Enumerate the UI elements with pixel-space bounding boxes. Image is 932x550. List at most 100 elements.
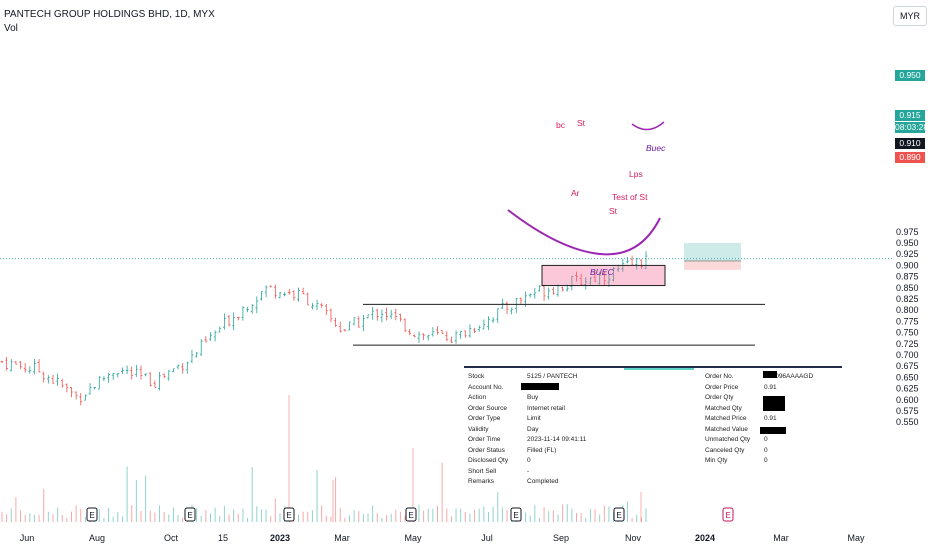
order-field-value: Limit bbox=[527, 415, 541, 422]
volume-bars bbox=[1, 395, 647, 522]
y-tick-label: 0.875 bbox=[896, 272, 919, 282]
earnings-marker bbox=[405, 507, 417, 522]
annotation-buec-small: Buec bbox=[646, 143, 666, 153]
candlesticks bbox=[0, 251, 648, 406]
y-tick-label: 0.600 bbox=[896, 395, 919, 405]
y-tick-label: 0.975 bbox=[896, 227, 919, 237]
order-field-value: Filled (FL) bbox=[527, 446, 557, 454]
future-earnings-marker-label: E bbox=[725, 511, 730, 520]
y-tick-label: 0.700 bbox=[896, 350, 919, 360]
x-tick-label: May bbox=[847, 533, 865, 543]
order-field-value: 0 bbox=[527, 457, 531, 464]
x-tick-label: 2023 bbox=[270, 533, 290, 543]
order-field-label: Order Time bbox=[468, 436, 501, 443]
order-field-label: Order Qty bbox=[705, 394, 734, 401]
earnings-marker-label: E bbox=[286, 511, 291, 520]
x-tick-label: May bbox=[404, 533, 422, 543]
drawings: bc St Ar Lps Test of St St Buec BUEC bbox=[0, 118, 893, 346]
target-zone bbox=[684, 243, 741, 261]
order-details-panel: Stock 5125 / PANTECH Account No. Action Buy O… bbox=[464, 366, 842, 492]
order-field-value: 0 bbox=[764, 457, 768, 464]
currency-button[interactable]: MYR bbox=[893, 6, 927, 26]
y-tick-label: 0.825 bbox=[896, 294, 919, 304]
y-tick-label: 0.800 bbox=[896, 305, 919, 315]
y-tick-label: 0.750 bbox=[896, 328, 919, 338]
order-field-label: Order No. bbox=[705, 373, 734, 380]
order-field-value: 0 bbox=[764, 446, 768, 454]
x-tick-label: 15 bbox=[218, 533, 228, 543]
order-field-label: Order Source bbox=[468, 404, 508, 412]
x-tick-label: Mar bbox=[773, 533, 789, 543]
chart-title: PANTECH GROUP HOLDINGS BHD, 1D, MYX bbox=[4, 9, 215, 20]
order-field-value: 0.91 bbox=[764, 383, 777, 391]
order-field-label: Account No. bbox=[468, 383, 504, 391]
order-field-label: Remarks bbox=[468, 478, 495, 485]
y-tick-label: 0.675 bbox=[896, 361, 919, 371]
x-tick-label: Sep bbox=[553, 533, 569, 543]
x-tick-label: Aug bbox=[89, 533, 105, 543]
earnings-marker bbox=[510, 507, 522, 522]
annotation-st-bottom: St bbox=[609, 206, 618, 216]
earnings-marker-label: E bbox=[89, 511, 94, 520]
y-tick-label: 0.850 bbox=[896, 283, 919, 293]
countdown-tag: 08:03:28 bbox=[895, 122, 929, 133]
annotation-buec-large: BUEC bbox=[590, 267, 614, 277]
order-field-label: Matched Value bbox=[705, 425, 748, 433]
redacted-block bbox=[760, 427, 786, 434]
future-earnings-marker bbox=[722, 507, 734, 522]
x-tick-label: Nov bbox=[625, 533, 642, 543]
volume-label: Vol bbox=[4, 23, 18, 34]
y-tick-label: 0.950 bbox=[896, 238, 919, 248]
panel-highlight bbox=[624, 368, 694, 370]
x-tick-label: Mar bbox=[334, 533, 350, 543]
buec-small-curve bbox=[631, 121, 665, 131]
order-field-label: Validity bbox=[468, 425, 489, 433]
y-tick-label: 0.625 bbox=[896, 384, 919, 394]
x-tick-label: Jul bbox=[481, 533, 493, 543]
order-field-label: Matched Qty bbox=[705, 404, 742, 412]
earnings-marker bbox=[613, 507, 625, 522]
order-field-label: Action bbox=[468, 394, 487, 401]
order-field-value: F49096AAAAGD bbox=[764, 373, 814, 380]
y-tick-label: 0.775 bbox=[896, 316, 919, 326]
annotation-st-top: St bbox=[577, 118, 586, 128]
y-tick-label: 0.725 bbox=[896, 339, 919, 349]
annotation-ar: Ar bbox=[571, 188, 580, 198]
y-tick-label: 0.550 bbox=[896, 417, 919, 427]
order-field-label: Unmatched Qty bbox=[705, 436, 751, 443]
order-field-label: Matched Price bbox=[705, 415, 747, 422]
earnings-marker-label: E bbox=[187, 511, 192, 520]
redacted-block bbox=[521, 383, 559, 390]
earnings-marker-label: E bbox=[616, 511, 621, 520]
redacted-block bbox=[763, 371, 777, 378]
order-field-label: Stock bbox=[468, 373, 485, 380]
order-field-value: 2023-11-14 09:41:11 bbox=[527, 436, 587, 443]
last-price-tag: 0.915 bbox=[895, 110, 925, 121]
order-field-value: Internet retail bbox=[527, 404, 565, 412]
order-field-label: Canceled Qty bbox=[705, 446, 745, 454]
order-field-value: 0.91 bbox=[764, 415, 777, 422]
stop-price-tag: 0.890 bbox=[895, 152, 925, 163]
y-tick-label: 0.925 bbox=[896, 249, 919, 259]
stop-zone bbox=[684, 260, 741, 270]
consolidation-box bbox=[541, 264, 666, 287]
order-field-value: 5125 / PANTECH bbox=[527, 373, 578, 380]
x-tick-label: 2024 bbox=[695, 533, 715, 543]
x-tick-label: Jun bbox=[20, 533, 35, 543]
order-field-label: Order Type bbox=[468, 415, 501, 422]
earnings-marker bbox=[184, 507, 196, 522]
earnings-marker bbox=[86, 507, 98, 522]
annotation-test-of-st: Test of St bbox=[612, 192, 648, 202]
earnings-marker-label: E bbox=[513, 511, 518, 520]
order-field-label: Order Status bbox=[468, 446, 505, 454]
earnings-marker bbox=[283, 507, 295, 522]
redacted-block bbox=[763, 396, 785, 411]
entry-price-tag: 0.910 bbox=[895, 138, 925, 149]
annotation-bc: bc bbox=[556, 120, 566, 130]
order-field-value: Buy bbox=[527, 394, 539, 401]
order-field-value: Completed bbox=[527, 478, 559, 485]
order-field-value: Day bbox=[527, 425, 539, 433]
order-field-label: Short Sell bbox=[468, 467, 497, 475]
